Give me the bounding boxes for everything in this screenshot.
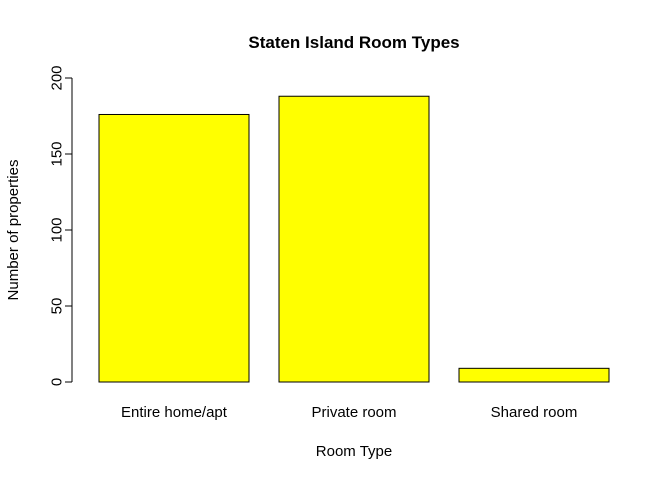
bar-private-room (278, 95, 430, 383)
y-tick-label: 50 (48, 298, 65, 315)
y-tick-label: 150 (48, 141, 65, 166)
x-tick-label: Private room (311, 404, 396, 421)
x-tick-label: Shared room (491, 404, 578, 421)
y-tick-label: 200 (48, 65, 65, 90)
bar-shared-room (458, 367, 610, 383)
bars-group (98, 95, 610, 383)
bar-entire-home-apt (98, 113, 250, 383)
y-tick-label: 100 (48, 217, 65, 242)
x-axis-label: Room Type (316, 443, 392, 460)
y-axis-label: Number of properties (5, 160, 22, 301)
y-axis: 0 50 100 150 200 (48, 65, 73, 386)
chart-title: Staten Island Room Types (248, 33, 459, 52)
x-tick-labels: Entire home/apt Private room Shared room (121, 404, 577, 421)
y-tick-label: 0 (48, 378, 65, 386)
x-tick-label: Entire home/apt (121, 404, 228, 421)
